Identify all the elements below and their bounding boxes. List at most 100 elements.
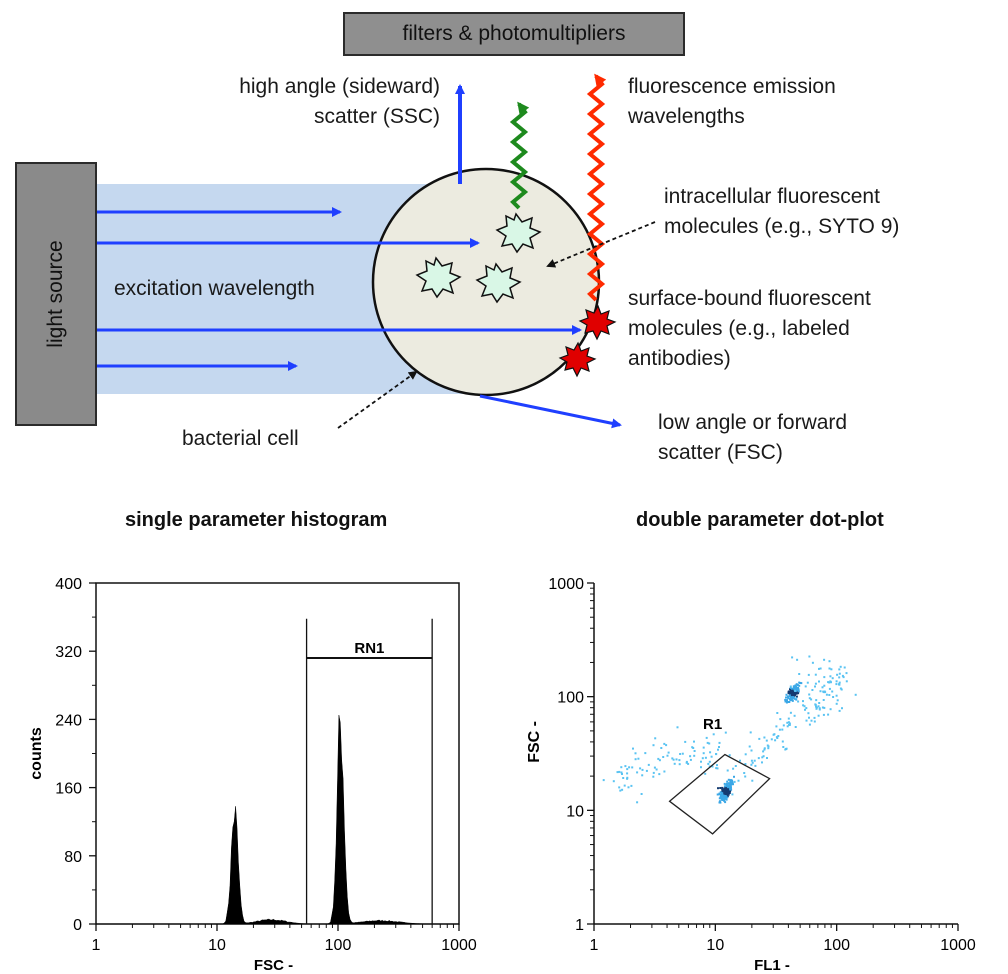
event-dot bbox=[792, 691, 795, 694]
event-dot bbox=[818, 707, 821, 710]
event-dot bbox=[794, 697, 797, 700]
event-dot bbox=[818, 680, 820, 683]
dotplot-x-tick-label: 1000 bbox=[940, 937, 976, 954]
intracellular-pointer bbox=[546, 221, 656, 268]
event-dot bbox=[838, 683, 841, 686]
event-dot bbox=[701, 757, 704, 760]
event-dot bbox=[718, 792, 721, 795]
event-dot bbox=[778, 728, 781, 731]
event-dot bbox=[792, 693, 795, 696]
event-dot bbox=[824, 691, 827, 694]
event-dot bbox=[829, 680, 832, 683]
event-dot bbox=[684, 740, 687, 743]
event-dot bbox=[616, 771, 619, 774]
event-dot bbox=[754, 764, 757, 767]
event-dot bbox=[626, 768, 629, 771]
event-dot bbox=[819, 690, 822, 693]
event-dot bbox=[639, 767, 642, 770]
event-dot bbox=[808, 723, 811, 726]
event-dot bbox=[818, 708, 821, 711]
fsc-label: low angle or forward scatter (FSC) bbox=[658, 411, 848, 464]
event-dot bbox=[845, 680, 848, 683]
event-dot bbox=[725, 796, 728, 798]
event-dot bbox=[671, 757, 674, 760]
event-dot bbox=[795, 688, 798, 691]
event-dot bbox=[831, 677, 834, 680]
event-dot bbox=[776, 712, 779, 714]
event-dot bbox=[708, 760, 711, 763]
event-dot bbox=[702, 752, 705, 755]
event-dot bbox=[721, 786, 724, 789]
event-dot bbox=[832, 696, 835, 698]
event-dot bbox=[739, 759, 741, 762]
event-dot bbox=[787, 717, 790, 720]
event-dot bbox=[793, 688, 796, 691]
histogram-x-tick-label: 100 bbox=[325, 937, 352, 954]
event-dot bbox=[723, 798, 726, 801]
histogram-chart: 0 80 160 240 320 400 1 10 100 1000 FSC - counts RN1 bbox=[28, 576, 477, 974]
event-dot bbox=[640, 793, 643, 795]
event-dot bbox=[751, 779, 754, 782]
event-dot bbox=[757, 757, 760, 760]
excitation-label: excitation wavelength bbox=[114, 277, 315, 300]
event-dot bbox=[645, 769, 648, 772]
event-dot bbox=[652, 771, 655, 774]
event-dot bbox=[726, 769, 729, 772]
event-dot bbox=[788, 701, 791, 703]
event-dot bbox=[678, 759, 681, 762]
event-dot bbox=[632, 747, 634, 750]
gate-r1 bbox=[668, 753, 771, 835]
event-dot bbox=[807, 673, 810, 676]
event-dot bbox=[795, 683, 798, 686]
event-dot bbox=[623, 784, 626, 787]
event-dot bbox=[797, 687, 800, 689]
event-dot bbox=[796, 658, 799, 661]
red-emission-arrow bbox=[586, 73, 607, 302]
event-dot bbox=[631, 766, 634, 769]
event-dot bbox=[709, 751, 712, 754]
event-dot bbox=[630, 784, 633, 787]
event-dot bbox=[627, 786, 630, 789]
event-dot bbox=[790, 698, 792, 701]
event-dot bbox=[784, 700, 787, 703]
ssc-label: high angle (sideward) scatter (SSC) bbox=[239, 75, 440, 128]
event-dot bbox=[689, 755, 692, 758]
event-dot bbox=[808, 697, 811, 700]
event-dot bbox=[727, 778, 730, 781]
event-dot bbox=[710, 755, 713, 758]
event-dot bbox=[726, 792, 729, 795]
event-dot bbox=[667, 751, 670, 754]
histogram-y-tick-label: 400 bbox=[55, 576, 82, 593]
event-dot bbox=[658, 759, 661, 762]
event-dot bbox=[618, 786, 621, 789]
event-dot bbox=[797, 692, 800, 695]
event-dot bbox=[835, 702, 838, 705]
event-dot bbox=[721, 792, 724, 795]
event-dot bbox=[823, 706, 826, 709]
event-dot bbox=[797, 688, 800, 691]
event-dot bbox=[727, 784, 730, 787]
event-dot bbox=[720, 795, 723, 798]
event-dot bbox=[728, 754, 731, 757]
region-label: RN1 bbox=[354, 640, 384, 657]
event-dot bbox=[718, 741, 721, 744]
event-dot bbox=[788, 723, 790, 726]
bacterial-cell-label: bacterial cell bbox=[182, 427, 299, 450]
event-dot bbox=[794, 687, 797, 690]
event-dot bbox=[712, 733, 715, 736]
event-dot bbox=[788, 722, 791, 725]
event-dot bbox=[730, 783, 733, 785]
event-dot bbox=[655, 768, 658, 771]
event-dot bbox=[723, 794, 725, 796]
event-dot bbox=[781, 728, 784, 731]
event-dot bbox=[842, 676, 845, 679]
event-dot bbox=[726, 780, 729, 783]
event-dot bbox=[665, 744, 668, 747]
red-star-2 bbox=[558, 341, 597, 378]
event-dot bbox=[835, 694, 838, 697]
event-dot bbox=[792, 685, 795, 688]
event-dot bbox=[723, 782, 726, 785]
event-dot bbox=[802, 704, 805, 707]
event-dot bbox=[789, 687, 792, 690]
event-dot bbox=[761, 761, 763, 764]
